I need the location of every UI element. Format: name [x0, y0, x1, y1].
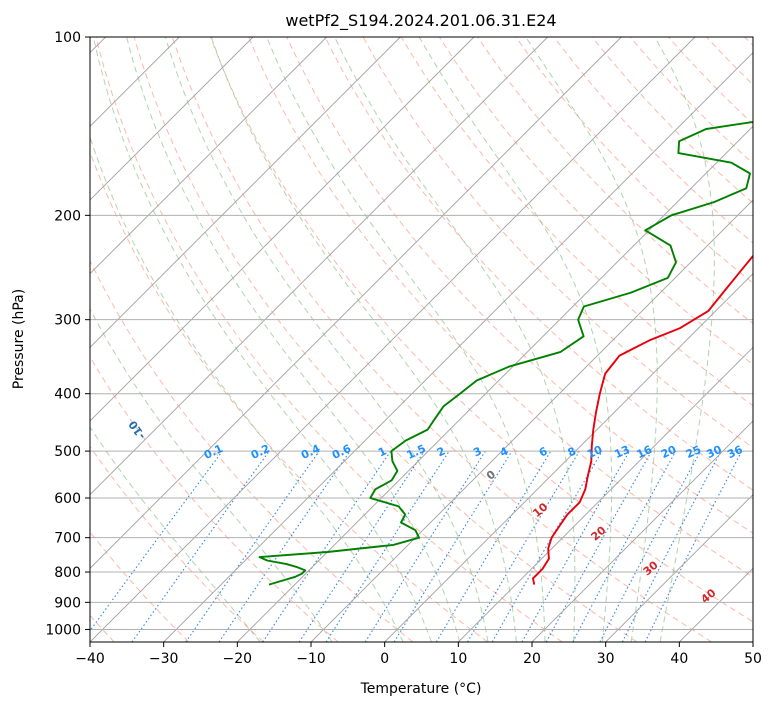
line-labels: -100-90-80-70-60-50-40-30-20-100.10.20.4… [8, 418, 745, 606]
dry-adiabat [629, 37, 753, 165]
isotherm [90, 37, 548, 496]
mixing-ratio-line [325, 450, 450, 642]
x-tick-label: 40 [670, 651, 688, 667]
moist-adiabat [210, 37, 517, 642]
isotherm [458, 346, 753, 642]
isotherm [90, 37, 622, 569]
mixing-ratio-line [393, 450, 513, 642]
y-tick-label: 700 [54, 531, 81, 547]
dry-adiabat [90, 259, 414, 642]
isotherm [90, 37, 696, 642]
y-tick-label: 1000 [45, 622, 81, 638]
chart-title: wetPf2_S194.2024.201.06.31.E24 [285, 11, 556, 31]
dry-adiabat [90, 445, 264, 642]
sounding-series [258, 121, 753, 586]
mixing-ratio-line [467, 450, 580, 642]
mixing-ratio-line [521, 450, 630, 642]
moist-adiabat [334, 37, 576, 642]
isotherm [237, 125, 753, 642]
moist-adiabat [418, 37, 613, 642]
x-tick-label: 50 [744, 651, 762, 667]
moist-adiabat [126, 37, 461, 642]
isotherm [90, 37, 401, 348]
dry-adiabat [477, 37, 753, 325]
isotherm [163, 52, 753, 642]
y-tick-label: 600 [54, 491, 81, 507]
isotherm [90, 37, 327, 275]
x-tick-label: 20 [523, 651, 541, 667]
mixing-ratio-line [435, 450, 552, 642]
moist-adiabat [525, 37, 658, 642]
dry-adiabat [400, 37, 753, 407]
y-tick-label: 100 [54, 30, 81, 46]
mixing-ratio-label: 10 [585, 443, 605, 461]
isotherm [310, 199, 753, 642]
y-tick-label: 200 [54, 208, 81, 224]
isotherm [384, 273, 753, 642]
dry-adiabat [133, 37, 638, 642]
dry-adiabat [515, 37, 753, 284]
moist-adiabat [90, 426, 261, 642]
mixing-ratio-line [90, 450, 223, 632]
moist-adiabat [266, 37, 546, 642]
x-tick-label: −20 [223, 651, 253, 667]
y-tick-label: 900 [54, 595, 81, 611]
plot-frame [89, 36, 754, 643]
mixing-ratio-label: 13 [612, 443, 631, 461]
moist-adiabat [164, 37, 489, 642]
x-axis-label: Temperature (°C) [360, 681, 482, 697]
dry-adiabat [248, 37, 753, 578]
y-axis-label: Pressure (hPa) [11, 289, 27, 389]
dry-adiabat [95, 37, 563, 642]
isotherm [531, 420, 753, 642]
x-tick-label: −10 [296, 651, 326, 667]
mixing-ratio-line [218, 450, 351, 642]
plot-background [90, 37, 753, 642]
isotherm [605, 494, 753, 642]
mixing-ratio-line [131, 450, 270, 642]
x-tick-label: 10 [449, 651, 467, 667]
axes: −40 −30 −20 −10 0 10 20 30 40 50 100 200 300 400 500 60… [45, 30, 762, 667]
moist-adiabat [90, 308, 333, 642]
dry-adiabat [591, 37, 753, 204]
x-tick-label: 30 [597, 651, 615, 667]
dry-adiabat-label: -20 [67, 418, 89, 442]
mixing-ratio-line [491, 450, 603, 642]
x-tick-label: −30 [149, 651, 179, 667]
y-tick-label: 800 [54, 565, 81, 581]
dry-adiabat-label: -30 [8, 418, 29, 442]
mixing-ratio-label: 36 [725, 443, 745, 461]
dry-adiabat [324, 37, 753, 491]
mixing-ratio-label: 16 [635, 443, 655, 461]
y-tick-label: 300 [54, 313, 81, 329]
mixing-ratio-label: 20 [659, 443, 679, 461]
mixing-ratio-label: 25 [684, 443, 703, 461]
mixing-ratio-line [572, 450, 677, 642]
dry-adiabat [171, 37, 712, 642]
moist-adiabat [654, 37, 715, 642]
moist-adiabat [92, 37, 432, 642]
mixing-ratio-label: 30 [704, 443, 724, 461]
isotherm [90, 37, 475, 422]
background-lines [90, 37, 753, 642]
moist-adiabat [90, 135, 404, 642]
temperature-line [532, 254, 753, 585]
x-tick-label: −40 [75, 651, 105, 667]
mixing-ratio-line [364, 450, 486, 642]
isotherm [90, 37, 254, 201]
mixing-ratio-line [185, 450, 320, 642]
x-tick-label: 0 [380, 651, 389, 667]
y-tick-label: 400 [54, 387, 81, 403]
dewpoint-line [258, 121, 753, 586]
dry-adiabat [210, 37, 753, 623]
isotherm [752, 641, 753, 642]
y-tick-label: 500 [54, 444, 81, 460]
